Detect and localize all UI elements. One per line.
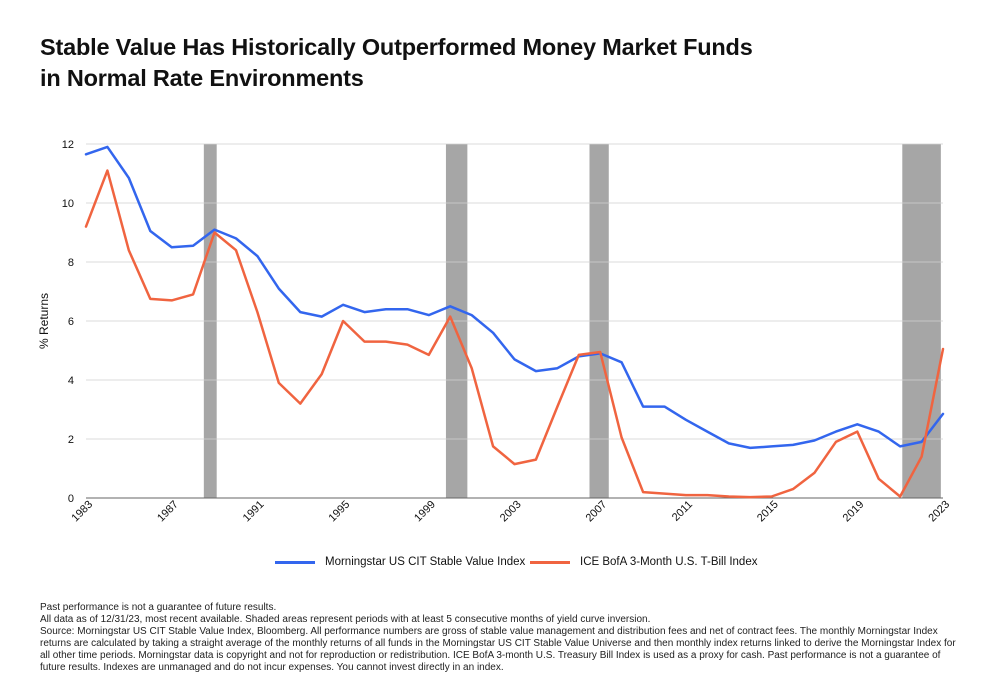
legend-label-stable-value: Morningstar US CIT Stable Value Index [325,556,526,568]
series-line-tbill [84,169,945,499]
legend-item-stable-value: Morningstar US CIT Stable Value Index [275,556,525,568]
x-tick-label: 2023 [926,499,952,525]
legend-item-tbill: ICE BofA 3-Month U.S. T-Bill Index [530,556,757,568]
x-tick-label: 2015 [755,499,781,525]
title-line-1: Stable Value Has Historically Outperform… [40,34,753,60]
chart-title: Stable Value Has Historically Outperform… [40,32,940,94]
x-tick-label: 2019 [841,499,867,525]
legend-swatch-stable-value [275,560,315,564]
y-tick-label: 8 [68,257,74,269]
y-axis-ticks: 0 2 4 6 8 10 12 [62,139,74,505]
y-tick-label: 10 [62,198,74,210]
legend-swatch-tbill [530,560,570,564]
y-axis-label: % Returns [37,293,51,349]
legend-label-tbill: ICE BofA 3-Month U.S. T-Bill Index [580,556,758,568]
x-tick-label: 1987 [155,499,181,525]
gridlines [86,143,943,499]
x-axis-ticks: 1983 1987 1991 1995 1999 2003 2007 2011 2015 2019… [69,499,952,525]
footnote-line: Past performance is not a guarantee of f… [40,602,277,613]
x-tick-label: 1995 [326,499,352,525]
title-line-2: in Normal Rate Environments [40,65,364,91]
y-tick-label: 0 [68,493,74,505]
y-tick-label: 4 [68,375,74,387]
y-tick-label: 6 [68,316,74,328]
x-tick-label: 2011 [670,499,695,524]
y-tick-label: 12 [62,139,74,151]
y-tick-label: 2 [68,434,74,446]
x-tick-label: 1991 [241,499,267,525]
x-tick-label: 1999 [412,499,438,525]
footnotes: Past performance is not a guarantee of f… [40,602,965,674]
legend: Morningstar US CIT Stable Value Index IC… [0,556,1000,572]
series-line-stable-value [84,145,945,450]
x-tick-label: 2003 [498,499,524,525]
series-lines [84,145,945,499]
footnote-line: All data as of 12/31/23, most recent ava… [40,614,651,625]
x-tick-label: 2007 [584,499,610,525]
footnote-line: Source: Morningstar US CIT Stable Value … [40,626,956,673]
